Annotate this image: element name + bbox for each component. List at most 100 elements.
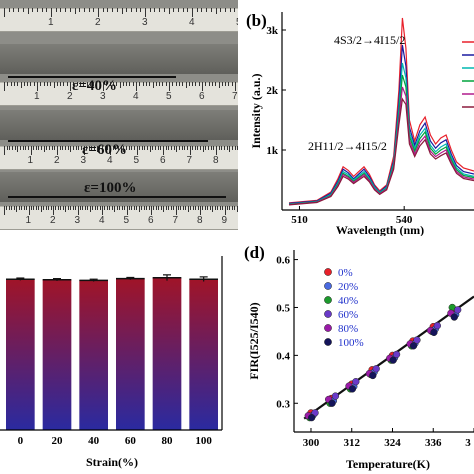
ruler-tick — [159, 8, 161, 12]
ruler-tick — [136, 82, 137, 91]
ruler-tick — [170, 206, 172, 210]
ruler-tick — [97, 206, 99, 210]
ruler-tick — [23, 206, 25, 210]
ruler-tick — [133, 146, 135, 150]
ruler-bar — [0, 206, 238, 230]
ruler-tick — [213, 146, 215, 150]
ruler-tick — [221, 146, 223, 150]
ruler-tick — [36, 8, 38, 12]
ruler-tick — [77, 206, 79, 215]
ruler-tick — [48, 206, 50, 210]
strain-label: ε=100% — [84, 180, 137, 196]
ruler-tick — [186, 146, 188, 150]
ruler-tick — [128, 206, 130, 210]
ruler: 1 2 3 4 5 6 7 8 9 — [0, 206, 238, 230]
ruler-tick — [235, 82, 236, 91]
ruler-tick — [210, 8, 212, 12]
ruler-tick — [62, 146, 64, 150]
ruler-tick — [14, 146, 16, 150]
data-point — [328, 399, 336, 407]
ruler-tick — [237, 146, 238, 150]
ruler-tick — [131, 206, 133, 210]
x-axis-label: Temperature(K) — [346, 457, 430, 471]
legend-label: 60% — [338, 309, 358, 321]
spectrum-line — [288, 62, 474, 205]
ruler-tick — [142, 82, 144, 86]
ruler-tick — [37, 82, 38, 91]
ruler-tick — [212, 206, 214, 212]
y-tick-label: 0.5 — [276, 302, 290, 314]
ruler-tick — [72, 146, 74, 150]
ruler-tick — [149, 146, 151, 152]
ruler-tick — [224, 8, 226, 12]
ruler-number: 6 — [199, 91, 205, 102]
ruler-tick — [154, 8, 156, 12]
ruler-tick — [133, 206, 135, 210]
ruler-tick — [163, 146, 164, 155]
ruler-tick — [67, 206, 69, 210]
ruler-number: 3 — [142, 17, 148, 28]
ruler-tick — [55, 206, 57, 210]
ruler-tick — [4, 82, 5, 91]
ruler-tick — [4, 146, 5, 155]
ruler-tick — [152, 146, 154, 150]
ruler-tick — [27, 8, 29, 14]
ruler-tick — [106, 206, 108, 210]
y-tick-label: 0.3 — [276, 398, 290, 410]
ruler-tick — [40, 206, 42, 212]
ruler-tick — [229, 146, 231, 152]
ruler-tick — [51, 8, 52, 17]
ruler-tick — [128, 146, 130, 150]
ruler-tick — [131, 146, 133, 150]
ruler-tick — [57, 146, 58, 155]
ruler-tick — [78, 146, 80, 150]
ruler-number: 1 — [48, 17, 54, 28]
ruler-tick — [162, 82, 164, 86]
ruler-tick — [66, 82, 68, 86]
ruler-tick — [63, 82, 65, 86]
ruler-tick — [149, 8, 151, 12]
ruler-tick — [41, 146, 43, 150]
ruler-tick — [99, 206, 101, 210]
spectrum-line — [288, 44, 474, 204]
ruler-tick — [196, 8, 198, 12]
ruler-tick — [229, 206, 231, 210]
ruler-tick — [4, 206, 5, 215]
ruler-tick — [83, 146, 85, 155]
ruler-tick — [222, 206, 224, 210]
ruler-tick — [111, 206, 113, 210]
ruler-tick — [146, 206, 148, 210]
ruler-tick — [226, 146, 228, 150]
ruler-tick — [165, 206, 167, 210]
ruler-tick — [84, 206, 86, 210]
ruler-tick — [43, 206, 45, 210]
ruler-tick — [181, 146, 183, 150]
ruler-tick — [86, 82, 88, 88]
ruler-number: 1 — [25, 215, 32, 226]
x-tick-label: 20 — [52, 435, 64, 447]
ruler-tick — [169, 82, 170, 91]
ruler-tick — [17, 82, 19, 86]
ruler-tick — [8, 8, 10, 12]
ruler-tick — [53, 206, 54, 215]
ruler-number: 9 — [221, 215, 228, 226]
annotation-2h112: 2H11/2→4I15/2 — [308, 139, 387, 153]
ruler-tick — [112, 82, 114, 86]
ruler-number: 4 — [133, 91, 139, 102]
ruler-tick — [207, 206, 209, 210]
ruler-tick — [93, 8, 95, 12]
ruler-tick — [234, 8, 236, 12]
ruler-tick — [67, 146, 69, 150]
ruler-tick — [6, 206, 8, 210]
ruler-tick — [59, 146, 61, 150]
ruler-tick — [219, 206, 221, 210]
bar — [152, 277, 182, 430]
ruler-tick — [75, 146, 77, 150]
ruler-tick — [109, 206, 111, 210]
ruler-number: 5 — [166, 91, 172, 102]
ruler-tick — [80, 146, 82, 150]
ruler-tick — [225, 82, 227, 86]
ruler-tick — [145, 82, 147, 86]
ruler-tick — [141, 146, 143, 150]
ruler-tick — [70, 146, 72, 152]
